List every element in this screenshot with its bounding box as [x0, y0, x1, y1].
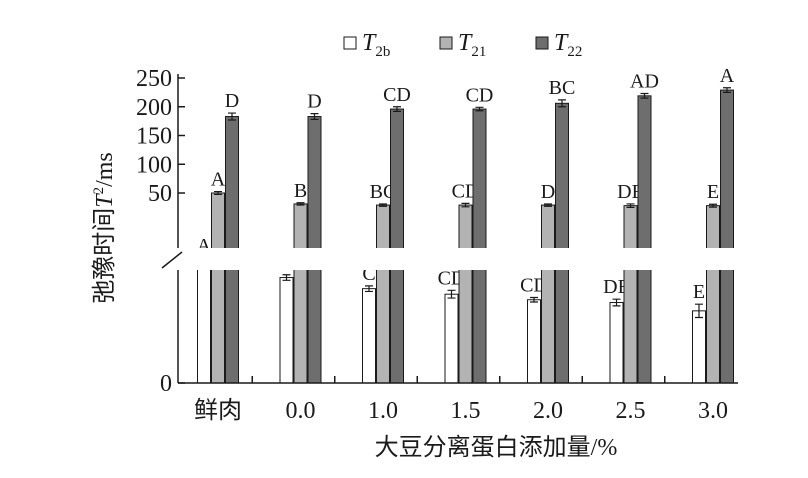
axis-break-mark [161, 251, 183, 269]
error-bar-T21-5 [626, 203, 635, 208]
legend-swatch-T22 [535, 36, 549, 50]
sig-letter-T22-3: CD [466, 84, 494, 106]
sig-letter-T2b-6: E [693, 281, 705, 303]
error-bar-T22-2 [393, 106, 401, 112]
bar-T21-5 [623, 205, 638, 384]
error-bar-T21-1 [296, 202, 305, 206]
legend-label-T2b: T2b [362, 30, 390, 60]
error-bar-T2b-6 [695, 303, 703, 319]
error-bar-T21-4 [544, 203, 552, 207]
bar-T21-6 [706, 205, 720, 384]
sig-letter-T2b-4: CD [520, 275, 548, 297]
bar-T2b-3 [444, 293, 459, 384]
y-tick-label-4: 200 [136, 95, 172, 121]
error-bar-T2b-5 [612, 298, 621, 307]
sig-letter-T22-0: D [225, 90, 239, 112]
sig-letter-T2b-3: CD [438, 267, 466, 289]
legend-label-T21: T21 [458, 30, 486, 60]
sig-letter-T21-2: BC [370, 181, 397, 203]
sig-letter-T21-3: CD [452, 180, 480, 202]
sig-letter-T22-4: BC [549, 77, 576, 99]
bar-T21-1 [293, 203, 308, 384]
error-bar-T22-6 [723, 87, 731, 93]
bar-T22-3 [472, 108, 487, 384]
x-tick-label-4: 2.0 [533, 398, 563, 424]
legend-label-T22: T22 [554, 30, 582, 60]
error-bar-T22-4 [558, 99, 566, 108]
y-tick-label-3: 150 [136, 124, 172, 150]
bar-T2b-1 [279, 277, 294, 384]
sig-letter-T21-0: A [211, 169, 226, 191]
bar-T22-2 [390, 108, 404, 384]
y-axis-label: 弛豫时间T2/ms [91, 152, 118, 304]
x-axis-label: 大豆分离蛋白添加量/% [375, 434, 618, 461]
axis-break-band [160, 248, 738, 270]
sig-letter-T22-6: A [720, 65, 735, 87]
y-tick-label-5: 250 [136, 66, 172, 92]
bar-T22-4 [555, 102, 569, 384]
error-bar-T21-0 [214, 190, 222, 196]
bar-T2b-2 [362, 288, 376, 384]
legend-swatch-T2b [343, 36, 357, 50]
sig-letter-T22-5: AD [630, 71, 659, 93]
bar-T21-2 [376, 204, 390, 384]
y-tick-label-1: 50 [148, 181, 172, 207]
bar-T21-3 [458, 204, 473, 384]
y-tick-label-0: 0 [160, 371, 172, 397]
sig-letter-T22-1: D [307, 91, 321, 113]
bar-T2b-0 [197, 260, 211, 384]
sig-letter-T2b-5: DE [603, 276, 630, 298]
error-bar-T2b-3 [447, 289, 456, 299]
y-tick-label-2: 100 [136, 152, 172, 178]
bar-T2b-4 [527, 299, 541, 384]
bar-T2b-5 [609, 302, 624, 384]
sig-letter-T22-2: CD [383, 84, 411, 106]
bar-T2b-6 [692, 310, 706, 384]
bar-T22-6 [720, 89, 734, 384]
x-tick-label-5: 2.5 [616, 398, 646, 424]
error-bar-T2b-1 [282, 274, 291, 281]
error-bar-T21-6 [709, 203, 717, 208]
sig-letter-T21-4: D [541, 181, 555, 203]
sig-letter-T21-1: B [294, 180, 307, 202]
x-tick-label-6: 3.0 [698, 398, 728, 424]
error-bar-T22-0 [228, 112, 236, 121]
x-tick-label-3: 1.5 [451, 398, 481, 424]
error-bar-T2b-2 [365, 285, 373, 293]
bar-T21-0 [211, 192, 225, 384]
error-bar-T2b-4 [530, 296, 538, 303]
sig-letter-T21-6: E [707, 181, 719, 203]
error-bar-T22-5 [640, 92, 649, 99]
bar-T21-4 [541, 204, 555, 384]
legend: T2b T21 T22 [343, 30, 582, 60]
error-bar-T21-2 [379, 203, 387, 207]
error-bar-T22-1 [310, 113, 319, 120]
x-tick-label-1: 0.0 [286, 398, 316, 424]
sig-letter-T21-5: DE [617, 181, 644, 203]
x-tick-label-2: 1.0 [368, 398, 398, 424]
x-tick-label-0: 鲜肉 [194, 397, 242, 424]
error-bar-T21-3 [461, 202, 470, 208]
bar-T22-5 [637, 95, 652, 384]
error-bar-T22-3 [475, 106, 484, 112]
legend-swatch-T21 [439, 36, 453, 50]
chart-marks: ABCCDCDDEEABBCCDDDEEDDCDCDBCADA [197, 65, 735, 384]
